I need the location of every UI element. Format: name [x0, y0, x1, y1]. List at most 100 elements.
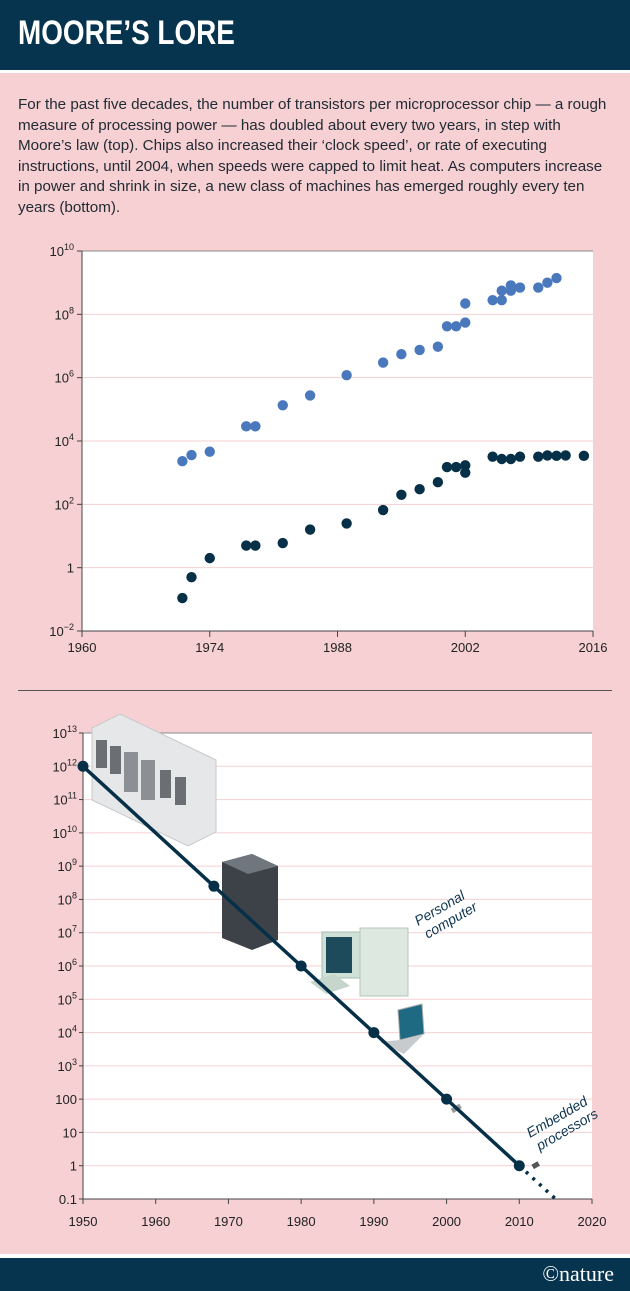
y-tick-label-exp: 10: [64, 242, 74, 252]
y-tick-label-exp: 12: [67, 757, 77, 767]
mainframe-panel: [175, 777, 186, 805]
y-tick-label-base: 10: [58, 926, 72, 941]
transistor-point: [432, 341, 444, 352]
y-tick-label-base: 10: [55, 434, 69, 449]
transistor-point: [204, 446, 215, 457]
clock-speed-point: [496, 453, 507, 465]
transistor-point: [396, 349, 407, 360]
laptop-base: [380, 1034, 424, 1054]
y-tick-label: 1011: [53, 791, 77, 808]
y-tick-label-base: 10: [58, 959, 72, 974]
y-tick-label-base: 0.1: [59, 1192, 77, 1207]
y-tick-label-exp: 10: [67, 824, 77, 834]
x-tick-label: 1980: [287, 1214, 316, 1229]
clock-speed-point: [277, 537, 288, 549]
transistor-point: [505, 285, 517, 296]
y-tick-label-base: 10: [49, 624, 63, 639]
clock-speed-point: [186, 571, 197, 583]
x-tick-label: 1974: [195, 640, 224, 655]
y-tick-label: 1: [70, 1159, 77, 1174]
transistor-point: [441, 321, 453, 332]
y-tick-label-base: 1: [70, 1159, 77, 1174]
clock-speed-point: [432, 476, 444, 488]
x-tick-label: 1950: [69, 1214, 98, 1229]
mainframe-rack: [124, 752, 138, 792]
y-tick-label-base: 10: [58, 859, 72, 874]
y-tick-label: 1013: [53, 724, 77, 741]
transistor-point: [542, 277, 553, 288]
x-tick-label: 1970: [214, 1214, 243, 1229]
clock-speed-point: [414, 484, 425, 495]
data-point: [77, 760, 89, 772]
y-tick-label: 109: [58, 857, 77, 874]
y-tick-label-exp: 11: [68, 791, 77, 801]
transistor-point: [186, 449, 197, 461]
minicomputer-body: [222, 854, 278, 950]
transistor-point: [460, 317, 471, 328]
y-tick-label-base: 10: [53, 726, 67, 741]
clock-speed-point: [204, 552, 215, 564]
transistor-point: [304, 390, 316, 401]
page-title: MOORE’S LORE: [18, 14, 235, 52]
x-tick-label: 2020: [578, 1214, 607, 1229]
y-tick-label: 104: [58, 1024, 77, 1041]
y-tick-label-exp: 9: [72, 857, 77, 867]
transistor-point: [533, 282, 544, 293]
y-tick-label-base: 10: [58, 1059, 72, 1074]
transistor-point: [377, 357, 389, 368]
y-tick-label-exp: 7: [72, 924, 77, 934]
clock-speed-point: [396, 489, 407, 501]
transistor-point: [250, 421, 261, 432]
x-tick-label: 2016: [579, 640, 608, 655]
data-point: [513, 1160, 525, 1172]
mainframe-rack: [141, 760, 155, 800]
clock-speed-point: [341, 518, 352, 529]
embedded-processor-icon: [531, 1161, 540, 1170]
x-tick-label: 2000: [432, 1214, 461, 1229]
transistor-point: [496, 294, 507, 306]
pc-tower: [359, 927, 409, 997]
nature-logo: ©nature: [542, 1261, 614, 1286]
y-tick-label: 107: [58, 924, 77, 941]
clock-speed-point: [241, 540, 252, 551]
clock-speed-point: [578, 450, 590, 462]
transistor-point: [341, 369, 352, 381]
y-tick-label: 100: [55, 1092, 77, 1107]
transistor-point: [277, 400, 288, 411]
y-tick-label: 106: [55, 369, 74, 386]
mainframe-icon: [91, 713, 217, 847]
transistor-point: [450, 321, 462, 332]
x-tick-label: 2010: [505, 1214, 534, 1229]
clock-speed-point: [177, 592, 188, 604]
y-tick-label-base: 100: [55, 1092, 77, 1107]
clock-speed-point: [560, 450, 571, 461]
y-tick-label-base: 10: [53, 793, 67, 808]
y-tick-label-exp: 4: [72, 1024, 77, 1034]
y-tick-label: 108: [55, 305, 74, 322]
y-tick-label-base: 10: [58, 892, 72, 907]
y-tick-label: 1012: [53, 757, 77, 774]
y-tick-label: 10: [63, 1125, 77, 1140]
divider: [18, 690, 612, 691]
x-tick-label: 2002: [451, 640, 480, 655]
y-tick-label-exp: 6: [72, 957, 77, 967]
y-tick-label: 105: [58, 990, 77, 1007]
y-tick-label-base: 10: [53, 759, 67, 774]
y-tick-label-base: 10: [55, 307, 69, 322]
data-point: [208, 880, 220, 892]
pc-screen: [326, 937, 352, 973]
y-tick-label-base: 10: [50, 244, 64, 259]
y-tick-label-base: 10: [55, 371, 69, 386]
y-tick-label-exp: 3: [72, 1057, 77, 1067]
x-tick-label: 1960: [68, 640, 97, 655]
y-tick-label-base: 10: [63, 1125, 77, 1140]
clock-speed-point: [533, 451, 544, 462]
transistor-point: [414, 344, 425, 356]
y-tick-label-base: 1: [67, 561, 74, 576]
clock-speed-point: [460, 467, 471, 478]
transistor-point: [241, 421, 252, 432]
y-tick-label-exp: 2: [69, 495, 74, 505]
clock-speed-point: [505, 453, 517, 465]
transistor-point: [496, 285, 507, 296]
